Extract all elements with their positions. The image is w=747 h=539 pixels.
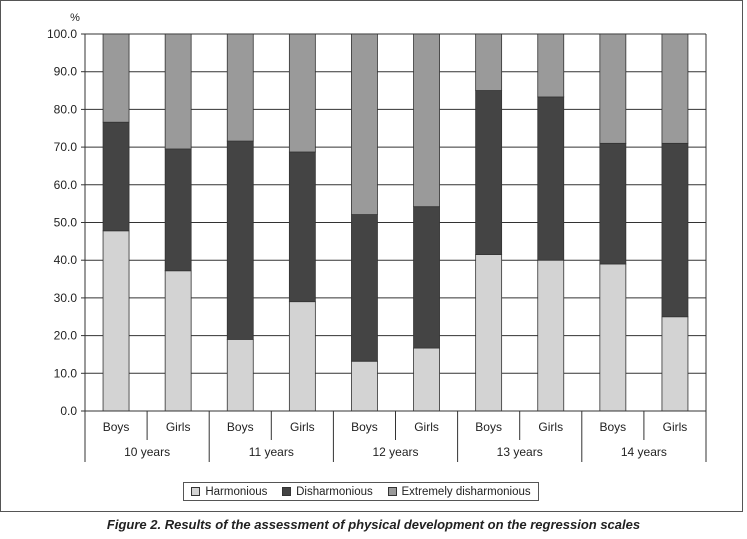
bar-segment-disharmonious <box>288 151 316 303</box>
bar-segment-extremely-disharmonious <box>661 33 689 144</box>
legend-swatch-extremely-disharmonious <box>387 487 397 496</box>
bar-segment-extremely-disharmonious <box>599 33 627 144</box>
legend-swatch-harmonious <box>191 487 201 496</box>
x-category-label: Girls <box>290 420 315 434</box>
x-category-label: Boys <box>600 420 627 434</box>
bar-segment-harmonious <box>164 270 192 412</box>
y-tick-label: 30.0 <box>54 291 78 305</box>
bar-segment-extremely-disharmonious <box>226 33 254 142</box>
bar-segment-harmonious <box>413 347 440 412</box>
bar-segment-harmonious <box>475 254 503 412</box>
bar-segment-extremely-disharmonious <box>102 33 130 123</box>
y-tick-label: 40.0 <box>54 253 78 267</box>
x-group-label: 12 years <box>372 445 418 459</box>
bar-segment-extremely-disharmonious <box>164 33 192 150</box>
x-group-label: 11 years <box>249 445 294 459</box>
legend-label-extremely-disharmonious: Extremely disharmonious <box>401 485 531 498</box>
x-category-label: Boys <box>475 420 502 434</box>
x-category-label: Girls <box>663 420 688 434</box>
y-tick-label: 0.0 <box>60 404 77 418</box>
y-tick-label: 60.0 <box>54 178 78 192</box>
y-tick-label: 10.0 <box>54 366 78 380</box>
bar-segment-disharmonious <box>102 121 130 232</box>
x-category-label: Boys <box>351 420 378 434</box>
y-tick-label: 70.0 <box>54 140 78 154</box>
legend-item-disharmonious: Disharmonious <box>282 486 373 498</box>
figure-frame <box>0 0 743 512</box>
y-tick-label: 90.0 <box>54 65 78 79</box>
bar-segment-harmonious <box>102 230 130 412</box>
bar-segment-disharmonious <box>351 214 378 362</box>
bar-segment-extremely-disharmonious <box>288 33 316 153</box>
bar-segment-disharmonious <box>475 90 503 255</box>
bar-segment-disharmonious <box>599 142 627 265</box>
x-category-label: Girls <box>166 420 191 434</box>
bar-segment-disharmonious <box>413 206 440 349</box>
y-tick-label: 50.0 <box>54 216 78 230</box>
bar-segment-extremely-disharmonious <box>475 33 503 91</box>
bar-segment-harmonious <box>661 316 689 412</box>
y-tick-label: 100.0 <box>47 27 77 41</box>
x-category-label: Boys <box>103 420 130 434</box>
bar-segment-extremely-disharmonious <box>413 33 440 208</box>
x-group-label: 10 years <box>124 445 170 459</box>
bar-segment-harmonious <box>351 360 378 412</box>
bar-segment-extremely-disharmonious <box>351 33 378 215</box>
y-tick-label: 20.0 <box>54 329 78 343</box>
bar-segment-harmonious <box>537 259 565 412</box>
y-tick-label: 80.0 <box>54 102 78 116</box>
x-category-label: Girls <box>538 420 563 434</box>
bar-segment-harmonious <box>288 301 316 412</box>
bar-segment-harmonious <box>226 338 254 412</box>
y-axis-label: % <box>70 12 80 24</box>
bar-segment-extremely-disharmonious <box>537 33 565 98</box>
bar-segment-disharmonious <box>226 140 254 340</box>
bar-segment-disharmonious <box>537 96 565 261</box>
x-category-label: Boys <box>227 420 254 434</box>
bar-segment-disharmonious <box>661 142 689 318</box>
legend-swatch-disharmonious <box>282 487 292 496</box>
bar-segment-disharmonious <box>164 148 192 272</box>
figure-caption: Figure 2. Results of the assessment of p… <box>106 517 641 532</box>
stacked-bar-chart: 0.0 10.0 20.0 30.0 40.0 50.0 60.0 70.0 80.0 90.0 1… <box>47 12 707 462</box>
legend: Harmonious Disharmonious Extremely disha… <box>183 482 539 501</box>
x-category-label: Girls <box>414 420 439 434</box>
x-group-label: 13 years <box>497 445 543 459</box>
x-group-label: 14 years <box>621 445 667 459</box>
legend-label-harmonious: Harmonious <box>205 485 268 498</box>
legend-label-disharmonious: Disharmonious <box>296 485 373 498</box>
bar-segment-harmonious <box>599 263 627 412</box>
legend-item-harmonious: Harmonious <box>191 486 267 498</box>
legend-item-extremely-disharmonious: Extremely disharmonious <box>387 485 531 498</box>
